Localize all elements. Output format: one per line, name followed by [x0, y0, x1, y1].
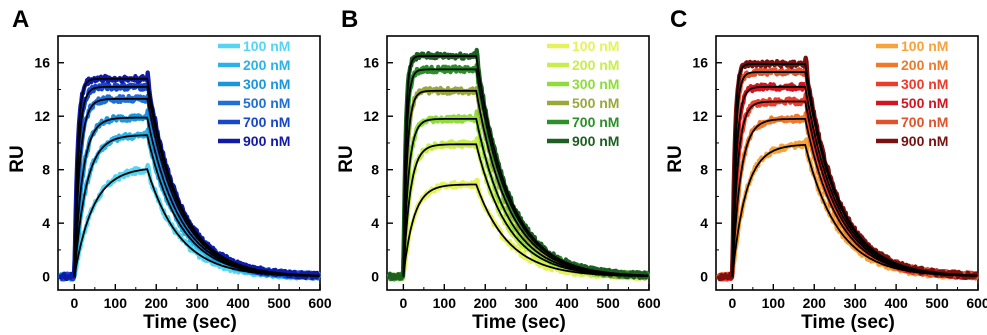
legend-label: 700 nM [243, 114, 290, 130]
x-tick-label: 0 [70, 295, 78, 311]
plot-frame [715, 35, 979, 291]
x-tick-label: 100 [433, 295, 457, 311]
x-tick-label: 0 [399, 295, 407, 311]
legend-label: 200 nM [243, 57, 290, 73]
x-tick-label: 200 [474, 295, 498, 311]
x-tick-label: 400 [555, 295, 579, 311]
legend-label: 900 nM [901, 133, 948, 149]
x-tick-label: 500 [267, 295, 291, 311]
x-tick-label: 600 [637, 295, 661, 311]
y-tick-label: 4 [371, 215, 379, 231]
x-axis-label-c: Time (sec) [801, 312, 895, 333]
legend-label: 300 nM [901, 76, 948, 92]
y-tick-label: 0 [371, 269, 379, 285]
legend-label: 100 nM [572, 38, 619, 54]
x-axis-label-a: Time (sec) [143, 312, 237, 333]
legend-label: 500 nM [901, 95, 948, 111]
series-200-nm [387, 136, 650, 282]
x-tick-label: 200 [145, 295, 169, 311]
series-100-nm [716, 137, 979, 282]
y-tick-label: 12 [363, 108, 379, 124]
x-tick-label: 400 [884, 295, 908, 311]
x-tick-label: 400 [226, 295, 250, 311]
panel-letter-a: A [12, 6, 30, 33]
plot-frame [57, 35, 321, 291]
panel-letter-c: C [670, 6, 688, 33]
legend-label: 100 nM [243, 38, 290, 54]
chart-c: 0 100 200 300 400 500 600 0 4 8 12 16 100 nM 200 nM 30… [692, 35, 987, 311]
legend-label: 100 nM [901, 38, 948, 54]
legend-label: 900 nM [572, 133, 619, 149]
x-tick-label: 100 [104, 295, 128, 311]
x-tick-label: 0 [728, 295, 736, 311]
y-tick-label: 12 [692, 108, 708, 124]
y-tick-label: 16 [692, 55, 708, 71]
y-tick-label: 8 [700, 162, 708, 178]
legend-label: 500 nM [243, 95, 290, 111]
x-tick-label: 300 [186, 295, 210, 311]
x-axis-label-b: Time (sec) [472, 312, 566, 333]
panel-c: C RU Time (sec) 0 100 200 300 400 500 600 0 4 8 12… [658, 0, 987, 335]
y-tick-label: 16 [34, 55, 50, 71]
panel-letter-b: B [341, 6, 359, 33]
y-tick-label: 4 [42, 215, 50, 231]
x-tick-label: 500 [596, 295, 620, 311]
x-tick-label: 200 [803, 295, 827, 311]
x-tick-label: 300 [515, 295, 539, 311]
y-tick-label: 16 [363, 55, 379, 71]
x-tick-label: 600 [966, 295, 987, 311]
legend-label: 500 nM [572, 95, 619, 111]
panel-a: A RU Time (sec) 0 100 200 300 400 500 600 0 4 8 12… [0, 0, 332, 335]
y-tick-label: 0 [42, 269, 50, 285]
fit-curve [731, 143, 978, 277]
y-tick-label: 0 [700, 269, 708, 285]
legend-label: 300 nM [572, 76, 619, 92]
y-tick-label: 12 [34, 108, 50, 124]
chart-a: 0 100 200 300 400 500 600 0 4 8 12 16 100 nM 200 nM 30… [34, 35, 332, 311]
panel-b: B RU Time (sec) 0 100 200 300 400 500 600 0 4 8 12… [329, 0, 661, 335]
fit-curve [402, 55, 649, 277]
legend-label: 700 nM [572, 114, 619, 130]
x-tick-label: 500 [925, 295, 949, 311]
y-tick-label: 8 [42, 162, 50, 178]
plot-frame [386, 35, 650, 291]
x-tick-label: 300 [844, 295, 868, 311]
chart-b: 0 100 200 300 400 500 600 0 4 8 12 16 100 nM 200 nM 30… [363, 35, 661, 311]
legend-label: 300 nM [243, 76, 290, 92]
legend-label: 900 nM [243, 133, 290, 149]
legend-label: 200 nM [572, 57, 619, 73]
fit-curve [73, 77, 320, 277]
legend-label: 200 nM [901, 57, 948, 73]
fit-curve [731, 63, 978, 277]
legend-label: 700 nM [901, 114, 948, 130]
y-tick-label: 4 [700, 215, 708, 231]
y-tick-label: 8 [371, 162, 379, 178]
x-tick-label: 600 [308, 295, 332, 311]
x-tick-label: 100 [762, 295, 786, 311]
